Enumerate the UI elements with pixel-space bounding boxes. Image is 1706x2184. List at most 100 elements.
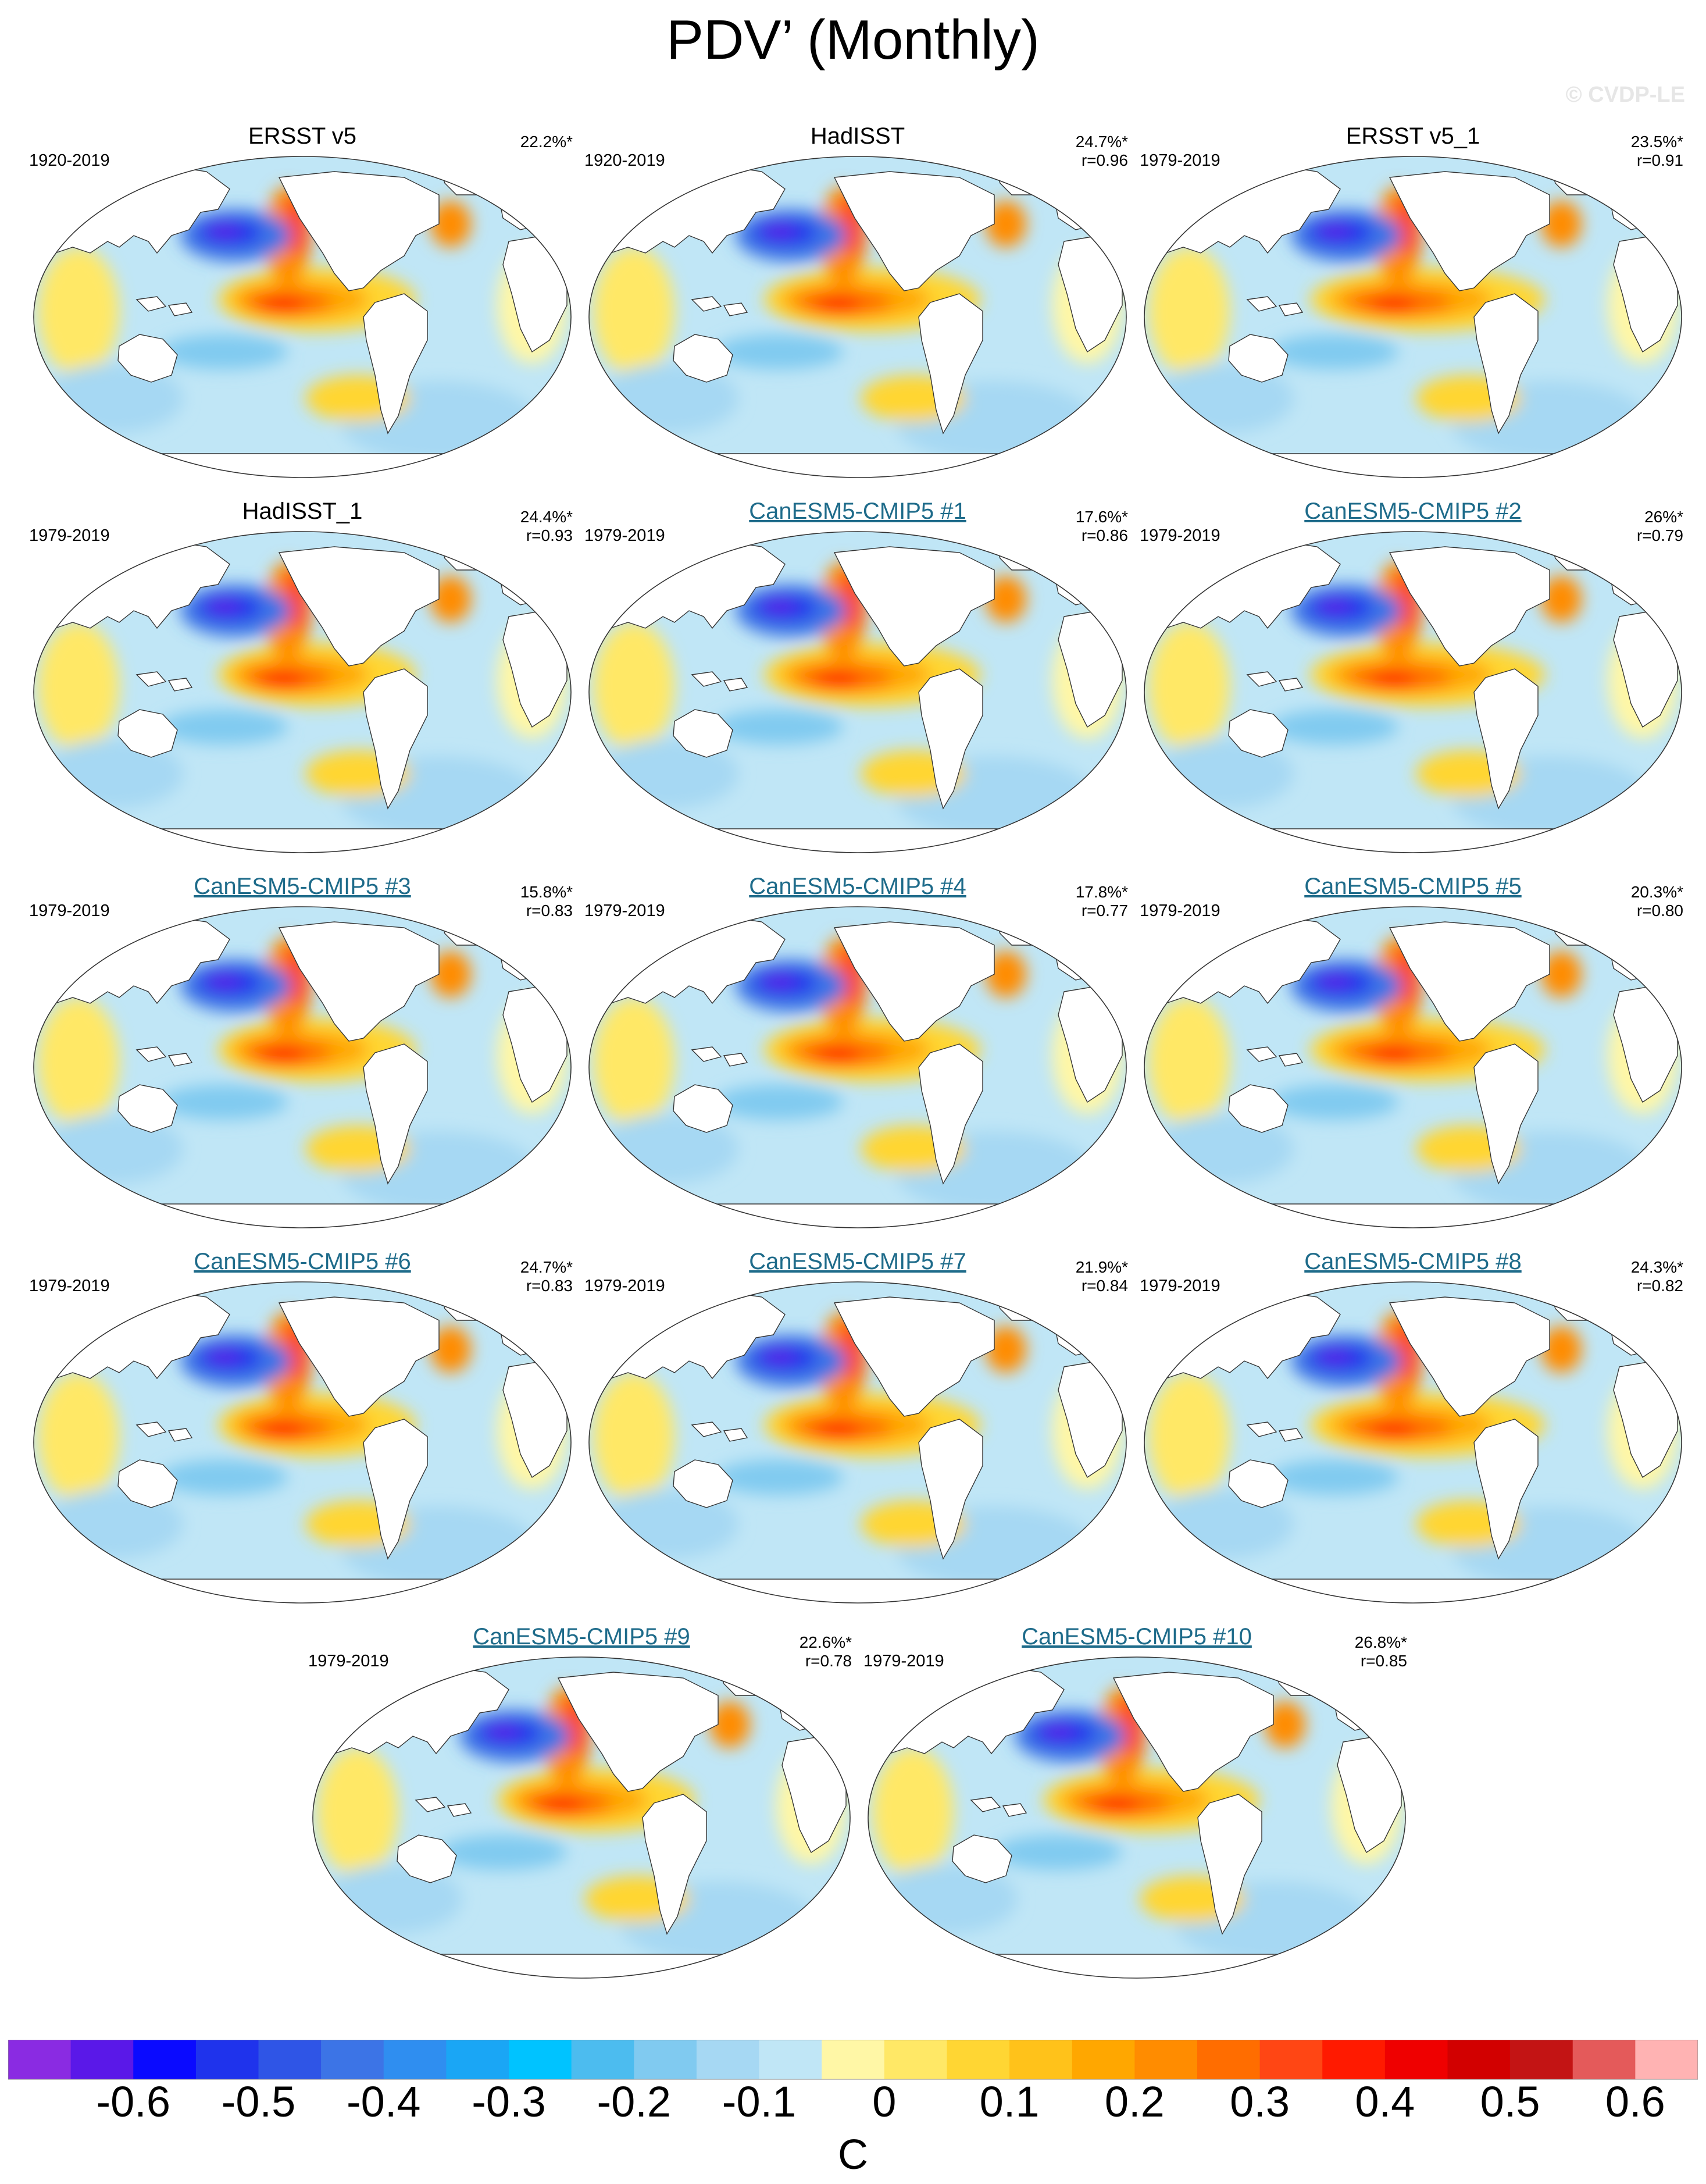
landmass (918, 668, 983, 810)
colorbar-swatch (446, 2040, 509, 2079)
colorbar-swatch (1572, 2040, 1636, 2079)
landmass (557, 1672, 719, 1792)
map-panel: ERSST v5 1920-2019 22.2%* (26, 122, 579, 486)
landmass (1228, 1084, 1289, 1133)
colorbar-tick-label: -0.3 (472, 2078, 546, 2126)
landmass (363, 1043, 428, 1185)
landmass (34, 828, 571, 853)
landmass (723, 1428, 748, 1442)
colorbar-swatch (1510, 2040, 1573, 2079)
colorbar-tick-label: -0.4 (347, 2078, 421, 2126)
landmass (1246, 296, 1277, 312)
panel-period: 1979-2019 (29, 902, 110, 920)
pattern-correlation: r=0.79 (1636, 526, 1683, 544)
panel-title: ERSST v5 (248, 123, 356, 149)
map-plot (312, 1656, 851, 1979)
colorbar-tick-label: -0.5 (222, 2078, 296, 2126)
colorbar-swatch (634, 2040, 697, 2079)
colorbar-tick-label: 0.6 (1605, 2078, 1665, 2126)
pattern-correlation: r=0.80 (1636, 902, 1683, 920)
landmass (589, 1579, 1126, 1603)
map-outline (588, 531, 1127, 853)
landmass (34, 1203, 571, 1228)
colorbar-swatch (1259, 2040, 1323, 2079)
panel-title: CanESM5-CMIP5 #3 (194, 874, 411, 899)
pattern-correlation: r=0.85 (1360, 1652, 1407, 1670)
landmass (1228, 709, 1289, 758)
map-outline (588, 156, 1127, 478)
pattern-correlation: r=0.78 (805, 1652, 852, 1670)
colorbar-tick-label: -0.6 (97, 2078, 171, 2126)
landmass (589, 828, 1126, 853)
map-outline (588, 1281, 1127, 1604)
map-panel: CanESM5-CMIP5 #6 1979-2019 24.7%* r=0.83 (26, 1248, 579, 1611)
landmass (1278, 1053, 1304, 1067)
panel-stats: 22.6%* r=0.78 (800, 1633, 852, 1670)
panel-stats: 26.8%* r=0.85 (1355, 1633, 1407, 1670)
landmass (135, 296, 167, 312)
colorbar-tick-label: 0.5 (1480, 2078, 1540, 2126)
colorbar-swatch (8, 2040, 72, 2079)
landmass (447, 1803, 472, 1817)
map-panel: CanESM5-CMIP5 #3 1979-2019 15.8%* r=0.83 (26, 872, 579, 1236)
landmass (167, 1428, 193, 1442)
panel-period: 1979-2019 (1140, 151, 1220, 170)
panel-stats: 24.7%* r=0.96 (1076, 133, 1128, 170)
map-plot (33, 156, 572, 478)
map-panel: CanESM5-CMIP5 #5 1979-2019 20.3%* r=0.80 (1137, 872, 1689, 1236)
colorbar: -0.6 -0.5 -0.4 -0.3 -0.2 -0.1 0 0.1 0.2 0.3 0.4 0.5… (8, 2040, 1698, 2126)
map-outline (1144, 156, 1682, 478)
panel-title: CanESM5-CMIP5 #2 (1304, 498, 1522, 524)
panel-title: CanESM5-CMIP5 #4 (749, 874, 966, 899)
landmass (1473, 293, 1539, 434)
landmass (278, 546, 440, 667)
watermark: © CVDP-LE (1565, 83, 1685, 107)
landmass (1389, 921, 1550, 1042)
panel-stats: 17.8%* r=0.77 (1076, 883, 1128, 920)
map-panel: CanESM5-CMIP5 #2 1979-2019 26%* r=0.79 (1137, 497, 1689, 861)
colorbar-swatch (383, 2040, 447, 2079)
landmass (117, 334, 178, 383)
colorbar-swatch (1134, 2040, 1198, 2079)
landmass (117, 709, 178, 758)
map-panel: HadISST_1 1979-2019 24.4%* r=0.93 (26, 497, 579, 861)
panel-period: 1920-2019 (29, 151, 110, 170)
landmass (34, 453, 571, 478)
map-outline (33, 531, 572, 853)
map-outline (1144, 531, 1682, 853)
landmass (1228, 1459, 1289, 1508)
panel-stats: 22.2%* (520, 133, 573, 151)
map-plot (1144, 156, 1682, 478)
map-field (34, 156, 571, 478)
panel-period: 1979-2019 (1140, 526, 1220, 545)
map-outline (588, 906, 1127, 1228)
colorbar-swatch (1447, 2040, 1511, 2079)
landmass (1389, 171, 1550, 291)
map-outline (312, 1656, 851, 1979)
landmass (167, 1053, 193, 1067)
pattern-correlation: r=0.83 (526, 902, 573, 920)
map-panel: CanESM5-CMIP5 #7 1979-2019 21.9%* r=0.84 (581, 1248, 1134, 1611)
colorbar-tick-label: 0.3 (1230, 2078, 1290, 2126)
landmass (278, 1296, 440, 1417)
landmass (1473, 1419, 1539, 1560)
colorbar-swatch (1072, 2040, 1135, 2079)
map-outline (1144, 906, 1682, 1228)
landmass (1144, 1579, 1682, 1603)
explained-variance: 23.5%* (1630, 133, 1683, 151)
map-field (589, 907, 1126, 1228)
landmass (313, 1954, 850, 1978)
explained-variance: 26.8%* (1354, 1633, 1407, 1651)
landmass (415, 1797, 446, 1812)
map-field (589, 532, 1126, 853)
map-outline (1144, 1281, 1682, 1604)
panel-title: HadISST_1 (242, 498, 363, 524)
landmass (278, 171, 440, 291)
panel-title: CanESM5-CMIP5 #9 (473, 1624, 690, 1649)
colorbar-unit-label: C (838, 2132, 868, 2178)
landmass (1473, 668, 1539, 810)
map-plot (588, 156, 1127, 478)
panel-period: 1979-2019 (1140, 1277, 1220, 1295)
landmass (1473, 1043, 1539, 1185)
landmass (833, 1296, 995, 1417)
